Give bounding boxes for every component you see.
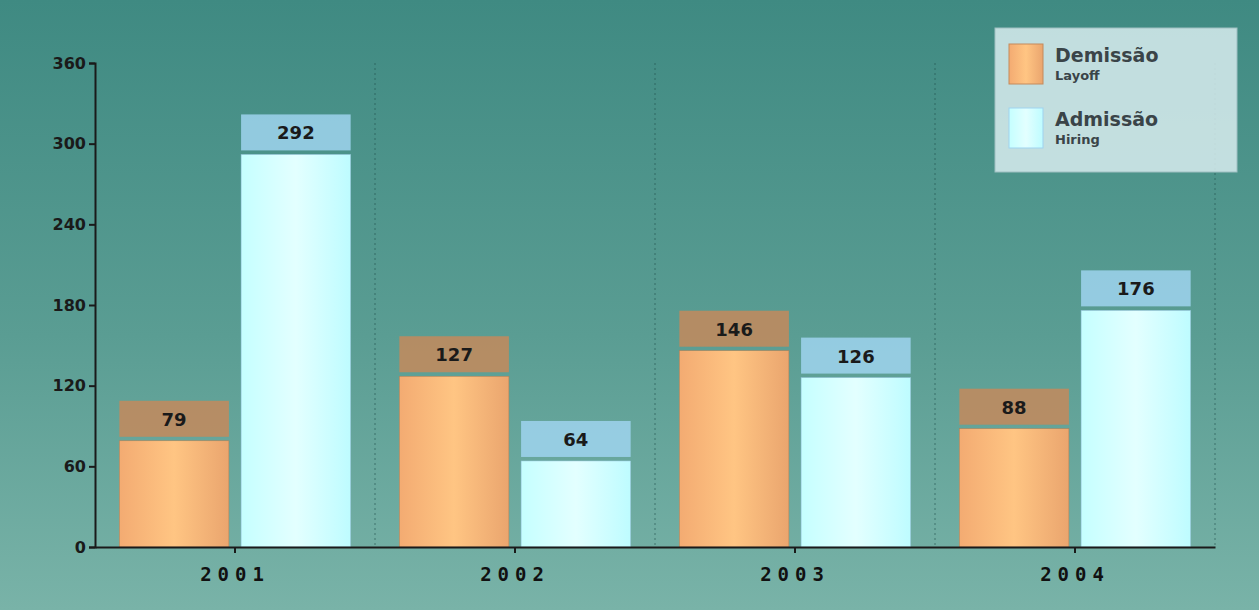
label-patch (399, 336, 509, 372)
legend-swatch (1009, 108, 1043, 148)
tick-mark (794, 547, 796, 553)
bar (679, 351, 789, 547)
tick-mark (89, 547, 95, 549)
axis-line (89, 64, 96, 548)
axis-line (96, 547, 1216, 549)
separators (375, 63, 1215, 547)
tick: 120 (53, 376, 95, 395)
tick: 180 (53, 296, 95, 315)
bar (399, 376, 509, 547)
tick-label: 0 (75, 538, 86, 557)
tick-mark (89, 143, 95, 145)
bar (801, 378, 911, 547)
separator (655, 63, 656, 547)
data-label: 127 (435, 344, 473, 365)
tick-label: 120 (53, 376, 86, 395)
tick-mark (89, 224, 95, 226)
data-label: 292 (277, 122, 315, 143)
tick: 2003 (760, 547, 830, 585)
data-label: 126 (837, 346, 875, 367)
legend-label: AdmissãoHiring (1055, 108, 1158, 147)
tick-label: 2004 (1040, 563, 1110, 585)
tick-label: 300 (53, 134, 86, 153)
label-patch (521, 421, 631, 457)
tick: 240 (53, 215, 95, 234)
tick-mark (1074, 547, 1076, 553)
x-axis: 2001 2002 2003 2004 (96, 547, 1216, 585)
bar (119, 441, 229, 547)
legend-label: DemissãoLayoff (1055, 44, 1158, 83)
bar (959, 429, 1069, 547)
bars (119, 154, 1190, 547)
legend-box (995, 28, 1237, 172)
tick: 300 (53, 134, 95, 153)
tick: 60 (64, 457, 95, 476)
y-axis: 0 60 120 180 240 300 360 (53, 54, 96, 557)
plot: 79 127 146 88 292 64 126 176 0 60 120 180 240 300 360 2… (53, 54, 1216, 585)
label-patch (801, 338, 911, 374)
bar (521, 461, 631, 547)
separator (375, 63, 376, 547)
tick-label: 240 (53, 215, 86, 234)
data-label: 146 (715, 319, 753, 340)
tick-mark (89, 466, 95, 468)
background (0, 0, 1259, 610)
separator (935, 63, 936, 547)
label-patch (959, 389, 1069, 425)
tick: 0 (75, 538, 95, 557)
bar (241, 154, 351, 547)
tick-mark (89, 305, 95, 307)
label-patch (1081, 270, 1191, 306)
tick: 2002 (480, 547, 550, 585)
tick-label: 360 (53, 54, 86, 73)
data-label: 88 (1002, 397, 1027, 418)
tick: 2004 (1040, 547, 1110, 585)
label-patch (241, 114, 351, 150)
label-patch (679, 311, 789, 347)
tick-mark (234, 547, 236, 553)
chart: 79 127 146 88 292 64 126 176 0 60 120 180 240 300 360 2… (0, 0, 1259, 610)
tick-mark (514, 547, 516, 553)
data-label: 176 (1117, 278, 1155, 299)
tick-label: 2003 (760, 563, 830, 585)
series (241, 154, 1191, 547)
bar (1081, 310, 1191, 547)
legend: DemissãoLayoff AdmissãoHiring (995, 28, 1237, 172)
legend-swatch (1009, 44, 1043, 84)
tick-label: 2002 (480, 563, 550, 585)
tick-mark (89, 63, 95, 65)
tick-mark (89, 385, 95, 387)
tick: 360 (53, 54, 95, 73)
data-label: 79 (162, 409, 187, 430)
data-label: 64 (563, 429, 588, 450)
tick: 2001 (200, 547, 270, 585)
label-patch (119, 401, 229, 437)
tick-label: 180 (53, 296, 86, 315)
tick-label: 2001 (200, 563, 270, 585)
tick-label: 60 (64, 457, 86, 476)
